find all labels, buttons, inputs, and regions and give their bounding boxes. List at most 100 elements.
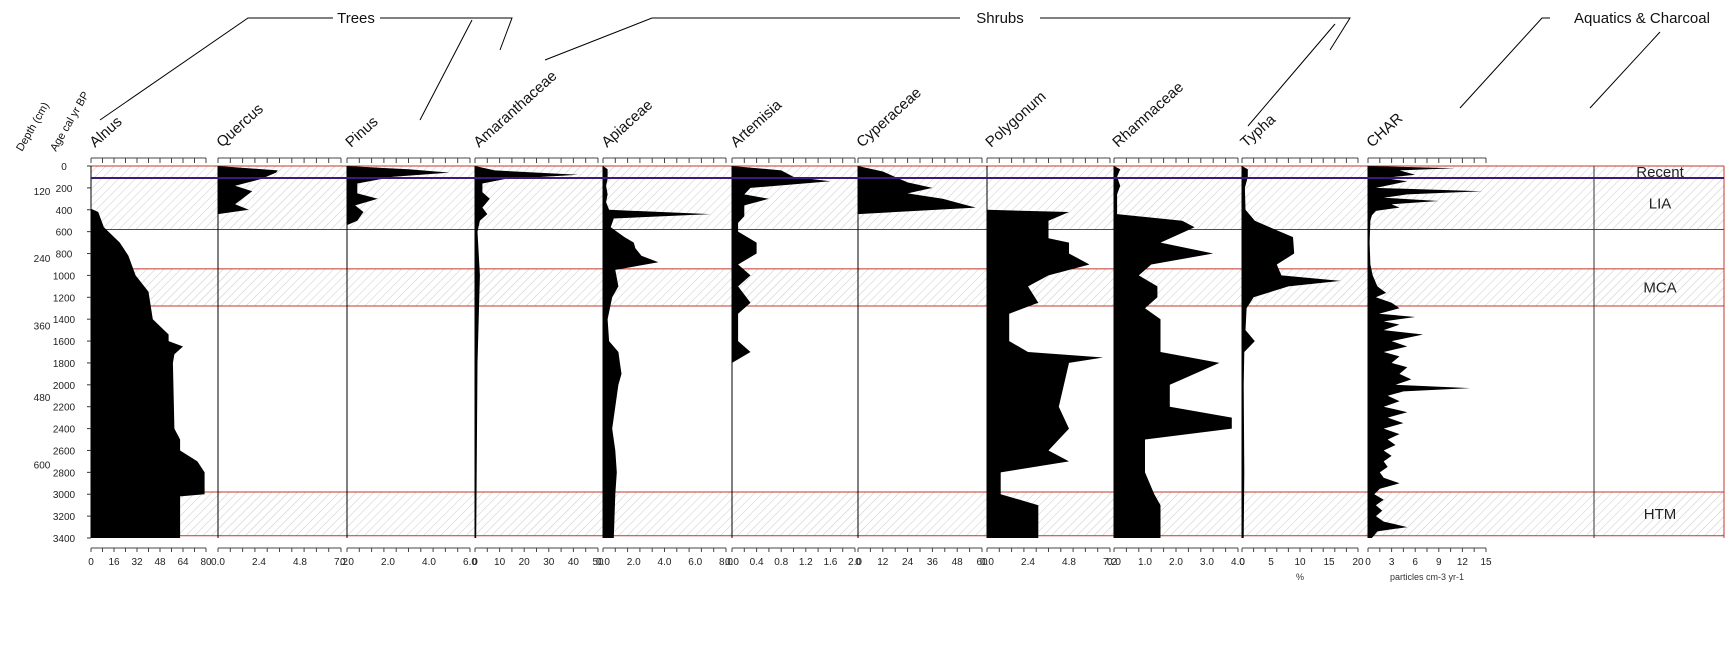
x-tick-label: 1.2: [799, 557, 813, 568]
x-tick-label: 2.0: [848, 557, 862, 568]
age-tick-label: 2400: [53, 425, 76, 436]
x-tick-label: 7.2: [334, 557, 348, 568]
age-tick-label: 0: [61, 162, 67, 173]
x-tick-label: 15: [1480, 557, 1492, 568]
age-tick-label: 3000: [53, 490, 76, 501]
x-tick-label: 2.4: [252, 557, 266, 568]
x-tick-label: 3.0: [1200, 557, 1214, 568]
x-tick-label: 0.0: [980, 557, 994, 568]
x-tick-label: 0: [855, 557, 861, 568]
panel-artemisia: 0.0 0.4 0.8 1.2 1.6 2.0: [725, 157, 862, 568]
x-tick-label: 5: [1268, 557, 1274, 568]
age-tick-label: 1400: [53, 315, 76, 326]
x-tick-label: 1.6: [823, 557, 837, 568]
panel-typha: 0 5 10 15 20: [1239, 157, 1364, 568]
panel-char: 0 3 6 9 12 15: [1365, 157, 1492, 568]
taxon-label-polygonum: Polygonum: [982, 88, 1049, 151]
x-tick-label: 4.8: [1062, 557, 1076, 568]
area-apiaceae: [603, 166, 711, 538]
x-tick-label: 30: [543, 557, 555, 568]
age-tick-label: 3400: [53, 534, 76, 545]
age-tick-label: 2200: [53, 403, 76, 414]
group-label: Trees: [337, 10, 375, 27]
panel-amaranthaceae: 0 10 20 30 40 50: [472, 157, 604, 568]
x-tick-label: 0.0: [596, 557, 610, 568]
area-alnus: [91, 166, 205, 538]
age-tick-label: 2600: [53, 446, 76, 457]
x-tick-label: 8.0: [719, 557, 733, 568]
x-tick-label: 2.4: [1021, 557, 1035, 568]
depth-tick-label: 600: [34, 461, 51, 472]
taxon-label-quercus: Quercus: [213, 100, 267, 151]
x-tick-label: 0.0: [340, 557, 354, 568]
x-tick-label: 0.4: [750, 557, 764, 568]
area-quercus: [218, 166, 278, 538]
area-rhamnaceae: [1114, 166, 1232, 538]
x-tick-label: 48: [154, 557, 166, 568]
panel-apiaceae: 0.0 2.0 4.0 6.0 8.0: [596, 157, 733, 568]
taxon-label-pinus: Pinus: [342, 113, 381, 151]
x-tick-label: 24: [902, 557, 914, 568]
area-polygonum: [987, 166, 1104, 538]
x-tick-label: 6.0: [463, 557, 477, 568]
age-axis: 0 200 400 600 800 1000 1200 1400 1600 1800 2000 220…: [34, 162, 91, 545]
zone-band-htm: [91, 492, 1724, 536]
x-tick-label: 36: [927, 557, 939, 568]
unit-label: %: [1296, 572, 1304, 582]
area-typha: [1242, 166, 1341, 538]
group-leader-line: [1459, 17, 1550, 109]
age-tick-label: 1600: [53, 337, 76, 348]
group-label: Shrubs: [976, 10, 1024, 27]
x-tick-label: 4.0: [1231, 557, 1245, 568]
x-tick-label: 4.0: [422, 557, 436, 568]
x-tick-label: 6.0: [688, 557, 702, 568]
x-tick-label: 80: [200, 557, 212, 568]
group-leader-line: [99, 17, 333, 121]
taxon-label-cyperaceae: Cyperaceae: [853, 84, 924, 151]
age-tick-label: 400: [56, 206, 73, 217]
age-tick-label: 600: [56, 228, 73, 239]
x-tick-label: 10: [1294, 557, 1306, 568]
area-amaranthaceae: [475, 166, 579, 538]
age-axis-title: Age cal yr BP: [48, 90, 92, 154]
x-tick-label: 12: [877, 557, 889, 568]
zone-label: LIA: [1649, 196, 1672, 213]
x-tick-label: 60: [976, 557, 988, 568]
x-tick-label: 50: [592, 557, 604, 568]
zone-band-recent: [91, 166, 1724, 179]
x-tick-label: 9: [1436, 557, 1442, 568]
taxon-label-apiaceae: Apiaceae: [598, 96, 656, 150]
x-tick-label: 4.0: [658, 557, 672, 568]
depth-tick-label: 240: [34, 254, 51, 265]
zone-label: Recent: [1636, 164, 1684, 181]
panel-polygonum: 0.0 2.4 4.8 7.2: [980, 157, 1117, 568]
x-tick-label: 48: [952, 557, 964, 568]
x-tick-label: 40: [568, 557, 580, 568]
taxon-label-artemisia: Artemisia: [727, 96, 785, 151]
panel-quercus: 0.0 2.4 4.8 7.2: [211, 157, 348, 568]
x-tick-label: 4.8: [293, 557, 307, 568]
x-tick-label: 3: [1389, 557, 1395, 568]
zone-layer: Recent LIA MCA HTM: [91, 164, 1725, 538]
x-tick-label: 0: [1239, 557, 1245, 568]
x-tick-label: 0.8: [774, 557, 788, 568]
age-tick-label: 3200: [53, 512, 76, 523]
x-tick-label: 20: [1352, 557, 1364, 568]
depth-tick-label: 480: [34, 393, 51, 404]
x-tick-label: 16: [108, 557, 120, 568]
x-tick-label: 6: [1412, 557, 1418, 568]
x-tick-label: 0.0: [1107, 557, 1121, 568]
x-tick-label: 0: [472, 557, 478, 568]
area-cyperaceae: [858, 166, 976, 538]
group-leader-line: [1589, 31, 1661, 109]
group-leader-line: [1247, 23, 1336, 127]
unit-label: particles cm-3 yr-1: [1390, 572, 1464, 582]
x-tick-label: 64: [177, 557, 189, 568]
x-tick-label: 15: [1323, 557, 1335, 568]
taxon-label-rhamnaceae: Rhamnaceae: [1109, 79, 1187, 151]
x-tick-label: 7.2: [1103, 557, 1117, 568]
taxon-label-char: CHAR: [1363, 110, 1406, 151]
age-tick-label: 2800: [53, 468, 76, 479]
x-tick-label: 0: [88, 557, 94, 568]
